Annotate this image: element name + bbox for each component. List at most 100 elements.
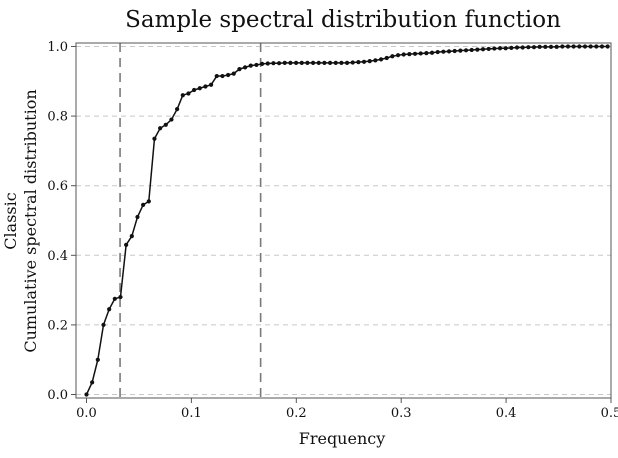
data-point — [95, 357, 100, 362]
x-axis-label: Frequency — [299, 429, 386, 448]
data-point — [486, 46, 491, 52]
data-point — [118, 294, 123, 300]
data-point — [231, 71, 236, 76]
data-point — [582, 44, 588, 49]
data-point — [446, 49, 452, 54]
data-point — [192, 87, 197, 93]
data-point — [344, 60, 350, 65]
series-line-0 — [85, 45, 608, 395]
data-point — [520, 45, 525, 50]
data-point — [560, 44, 565, 49]
y-axis-label-line-1: Classic — [1, 192, 20, 249]
data-point — [141, 202, 146, 207]
data-point — [407, 52, 412, 57]
data-point — [163, 122, 168, 127]
y-tick-label: 0.8 — [47, 110, 68, 125]
data-point — [412, 51, 418, 56]
data-point — [497, 46, 503, 51]
data-point — [146, 199, 151, 204]
data-point — [203, 84, 208, 89]
data-point — [293, 60, 299, 65]
data-point — [367, 58, 372, 64]
data-point — [282, 60, 287, 65]
data-point — [135, 214, 140, 220]
reference-lines — [119, 43, 262, 398]
x-tick-label: 0.2 — [286, 406, 307, 421]
data-point — [429, 50, 435, 55]
data-point — [395, 53, 401, 58]
data-point — [373, 58, 378, 63]
data-point — [548, 44, 554, 49]
x-tick-label: 0.1 — [181, 406, 202, 421]
data-point — [361, 59, 367, 64]
data-point — [214, 73, 219, 79]
y-axis-label-line-2: Cumulative spectral distribution — [21, 89, 40, 352]
data-point — [220, 73, 225, 79]
data-point — [226, 72, 231, 78]
data-point — [90, 380, 95, 385]
y-tick-label: 0.6 — [47, 179, 68, 194]
data-point — [254, 62, 259, 68]
data-point — [112, 296, 117, 301]
data-point — [424, 50, 429, 56]
x-tick-label: 0.0 — [76, 406, 97, 421]
data-point — [537, 44, 542, 49]
data-point — [186, 91, 191, 96]
data-point — [237, 67, 242, 72]
data-point — [310, 60, 316, 65]
gridlines — [76, 45, 611, 396]
data-point — [276, 61, 282, 66]
data-point — [463, 48, 469, 53]
y-tick-label: 1.0 — [47, 40, 68, 55]
data-point — [169, 117, 174, 122]
data-point — [124, 242, 129, 247]
data-point — [378, 57, 384, 62]
data-point — [480, 47, 486, 52]
data-point — [356, 60, 361, 65]
chart-title: Sample spectral distribution function — [125, 7, 561, 33]
data-point — [129, 234, 134, 239]
data-point — [441, 49, 446, 54]
data-point — [458, 48, 463, 53]
data-point — [492, 46, 497, 51]
data-point — [401, 52, 406, 57]
x-tick-label: 0.3 — [391, 406, 412, 421]
data-point — [543, 44, 548, 49]
data-point — [209, 82, 214, 87]
data-point — [152, 136, 157, 141]
data-point — [384, 55, 389, 61]
data-point — [101, 322, 106, 328]
data-point — [503, 46, 508, 51]
data-point — [305, 60, 310, 65]
data-point — [271, 61, 276, 66]
data-point — [288, 60, 293, 65]
data-point — [175, 107, 180, 112]
x-axis: 0.0 0.1 0.2 0.3 0.4 0.5 — [76, 398, 618, 421]
data-point — [469, 47, 474, 53]
data-point — [452, 48, 457, 54]
data-point — [435, 49, 440, 55]
data-point — [475, 47, 480, 52]
data-point — [322, 60, 327, 65]
data-point — [390, 54, 395, 59]
data-point — [526, 45, 531, 50]
data-point — [350, 60, 355, 65]
data-point — [577, 44, 582, 49]
data-point — [259, 61, 265, 66]
data-point — [531, 45, 537, 50]
data-point — [107, 307, 112, 312]
y-tick-label: 0.2 — [47, 318, 68, 333]
data-point — [514, 45, 520, 50]
data-point — [299, 60, 304, 65]
y-tick-label: 0.0 — [47, 388, 68, 403]
data-point — [571, 44, 576, 49]
data-point — [605, 44, 610, 49]
data-point — [333, 60, 338, 65]
data-point — [509, 45, 514, 50]
data-point — [594, 44, 599, 49]
data-point — [339, 60, 344, 65]
data-point — [265, 61, 270, 66]
x-tick-label: 0.5 — [601, 406, 618, 421]
data-point — [565, 44, 571, 49]
